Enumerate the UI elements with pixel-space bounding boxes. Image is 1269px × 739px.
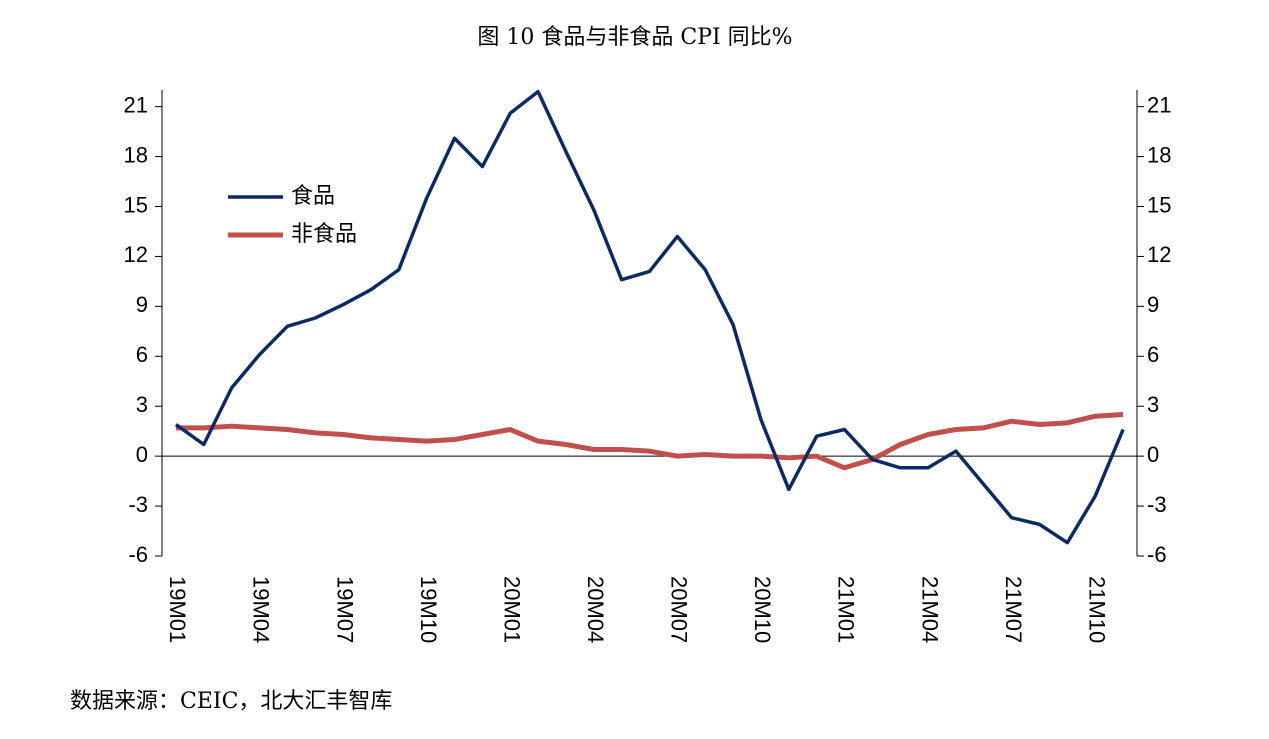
x-tick-label: 20M04 bbox=[583, 576, 608, 643]
x-tick-label: 21M01 bbox=[834, 576, 859, 643]
x-tick-label: 19M10 bbox=[416, 576, 441, 643]
x-tick-label: 20M07 bbox=[667, 576, 692, 643]
source-note: 数据来源：CEIC，北大汇丰智库 bbox=[70, 689, 392, 714]
y2-tick-label: -3 bbox=[1147, 492, 1167, 517]
y-tick-label: 0 bbox=[136, 442, 148, 467]
x-tick-label: 19M04 bbox=[249, 576, 274, 643]
x-tick-label: 20M01 bbox=[499, 576, 524, 643]
y-tick-label: -3 bbox=[128, 492, 148, 517]
y2-tick-label: 3 bbox=[1147, 392, 1159, 417]
y2-tick-label: 12 bbox=[1147, 242, 1171, 267]
y2-tick-label: -6 bbox=[1147, 542, 1167, 567]
y-tick-label: 18 bbox=[124, 142, 148, 167]
y2-tick-label: 21 bbox=[1147, 92, 1171, 117]
y-tick-label: 6 bbox=[136, 342, 148, 367]
y2-tick-label: 9 bbox=[1147, 292, 1159, 317]
y-tick-label: 15 bbox=[124, 192, 148, 217]
y-tick-label: -6 bbox=[128, 542, 148, 567]
y-tick-label: 3 bbox=[136, 392, 148, 417]
y2-tick-label: 0 bbox=[1147, 442, 1159, 467]
x-tick-label: 19M07 bbox=[332, 576, 357, 643]
x-tick-label: 21M04 bbox=[917, 576, 942, 643]
legend-label: 非食品 bbox=[291, 222, 357, 247]
y-tick-label: 21 bbox=[124, 92, 148, 117]
y-tick-label: 9 bbox=[136, 292, 148, 317]
y2-tick-label: 15 bbox=[1147, 192, 1171, 217]
y2-tick-label: 6 bbox=[1147, 342, 1159, 367]
x-tick-label: 21M10 bbox=[1084, 576, 1109, 643]
series-line bbox=[174, 89, 1125, 545]
y-tick-label: 12 bbox=[124, 242, 148, 267]
chart-title: 图 10 食品与非食品 CPI 同比% bbox=[477, 25, 792, 50]
series-line bbox=[175, 412, 1124, 471]
x-tick-label: 20M10 bbox=[750, 576, 775, 643]
legend-label: 食品 bbox=[291, 184, 335, 209]
x-tick-label: 19M01 bbox=[165, 576, 190, 643]
y2-tick-label: 18 bbox=[1147, 142, 1171, 167]
x-tick-label: 21M07 bbox=[1001, 576, 1026, 643]
